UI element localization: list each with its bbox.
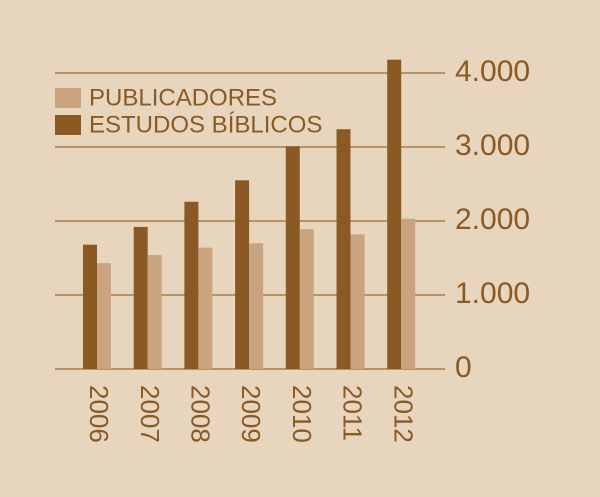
legend-label: PUBLICADORES <box>89 84 277 111</box>
bar <box>147 255 162 369</box>
bar <box>299 229 314 369</box>
y-tick-label: 1.000 <box>455 277 530 310</box>
bar <box>133 226 148 369</box>
x-tick-label: 2006 <box>84 385 114 443</box>
y-tick-label: 3.000 <box>455 129 530 162</box>
x-tick-label: 2007 <box>135 385 165 443</box>
y-tick-label: 0 <box>455 351 472 384</box>
bar <box>401 218 416 369</box>
x-tick-label: 2011 <box>338 385 368 441</box>
bar <box>350 234 365 369</box>
bar <box>249 243 264 369</box>
x-tick-label: 2012 <box>388 385 418 443</box>
y-tick-label: 2.000 <box>455 203 530 236</box>
bar <box>336 129 351 369</box>
legend-label: ESTUDOS BÍBLICOS <box>89 111 322 138</box>
y-tick-label: 4.000 <box>455 55 530 88</box>
bar <box>184 201 199 369</box>
bar <box>387 59 402 370</box>
bar <box>198 247 213 369</box>
bar <box>97 263 111 369</box>
bar <box>83 244 97 369</box>
x-tick-label: 2009 <box>236 385 266 443</box>
legend-swatch <box>55 115 81 135</box>
bar <box>235 180 250 369</box>
x-tick-label: 2010 <box>287 385 317 443</box>
legend-swatch <box>55 88 81 108</box>
bar <box>285 146 300 369</box>
x-tick-label: 2008 <box>186 385 216 443</box>
